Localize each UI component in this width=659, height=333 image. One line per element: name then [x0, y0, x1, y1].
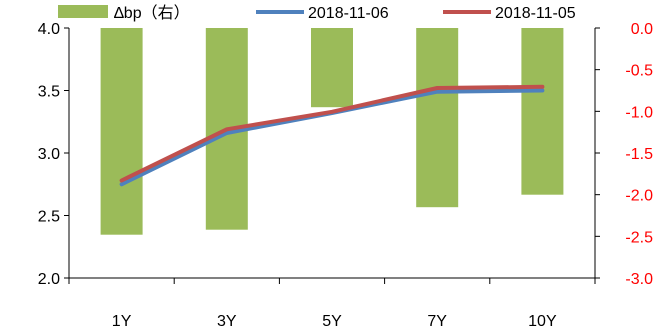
bar-1Y: [100, 28, 143, 235]
axes: 4.0 3.5 3.0 2.5 2.0 0.0 -0.5 -1.0 -1.5 -2.0 -2.5 -3…: [38, 21, 653, 330]
bar-10Y: [521, 28, 564, 195]
point-2018-11-05-3Y: [225, 127, 229, 131]
legend: ∆bp（右） 2018-11-06 2018-11-05: [58, 4, 576, 22]
point-2018-11-05-5Y: [330, 110, 334, 114]
bar-series: [100, 28, 564, 235]
point-2018-11-05-10Y: [540, 85, 544, 89]
legend-item-2018-11-06: 2018-11-06: [256, 5, 389, 22]
point-2018-11-06-10Y: [540, 89, 544, 92]
legend-item-2018-11-05: 2018-11-05: [443, 5, 576, 22]
legend-label: 2018-11-06: [308, 5, 389, 22]
left-tick-label: 2.0: [38, 271, 60, 288]
right-tick-label: -0.5: [625, 63, 653, 80]
left-tick-label: 3.0: [38, 146, 60, 163]
legend-label: 2018-11-05: [495, 5, 576, 22]
x-tick-label-3Y: 3Y: [217, 313, 237, 330]
x-tick-label-5Y: 5Y: [322, 313, 342, 330]
legend-item-∆bp（右）: ∆bp（右）: [58, 4, 190, 22]
legend-swatch: [58, 5, 108, 18]
bar-5Y: [311, 28, 353, 108]
bar-7Y: [416, 28, 459, 208]
legend-label: ∆bp（右）: [114, 4, 190, 22]
x-tick-label-10Y: 10Y: [528, 313, 557, 330]
point-2018-11-05-7Y: [435, 86, 439, 90]
x-tick-label-7Y: 7Y: [427, 313, 447, 330]
point-2018-11-06-7Y: [435, 90, 439, 94]
right-tick-label: -3.0: [625, 271, 653, 288]
point-2018-11-05-1Y: [120, 179, 124, 182]
right-tick-label: -2.0: [625, 188, 653, 205]
right-tick-label: 0.0: [631, 21, 653, 38]
left-tick-label: 2.5: [38, 209, 60, 226]
right-tick-label: -2.5: [625, 229, 653, 246]
left-tick-label: 4.0: [38, 21, 60, 38]
left-tick-label: 3.5: [38, 84, 60, 101]
line-series: [119, 84, 545, 187]
right-tick-label: -1.5: [625, 146, 653, 163]
point-2018-11-06-3Y: [225, 131, 229, 135]
point-2018-11-06-1Y: [120, 182, 124, 186]
x-tick-label-1Y: 1Y: [112, 313, 132, 330]
right-tick-label: -1.0: [625, 104, 653, 121]
